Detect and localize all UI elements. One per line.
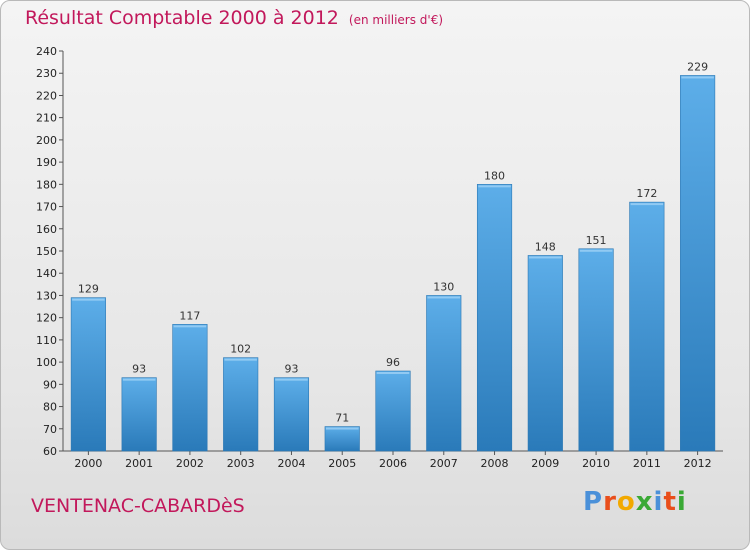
chart-title-text: Résultat Comptable 2000 à 2012 [25, 7, 339, 29]
y-tick-label: 170 [36, 201, 57, 214]
y-tick-label: 100 [36, 356, 57, 369]
logo-letter: i [676, 487, 687, 517]
bar-highlight [427, 296, 461, 299]
logo-letter: t [663, 487, 677, 517]
bar-2006 [375, 370, 411, 452]
y-tick-label: 210 [36, 112, 57, 125]
bar-highlight [376, 372, 410, 374]
bar-highlight [630, 203, 664, 206]
bar-highlight [224, 358, 257, 361]
y-tick-label: 200 [36, 134, 57, 147]
logo-letter: i [653, 487, 664, 517]
value-label-2001: 93 [132, 363, 146, 376]
bar-2010 [578, 248, 614, 452]
bar-2009 [527, 255, 563, 452]
y-tick-label: 230 [36, 67, 57, 80]
x-tick-label-2011: 2011 [633, 457, 661, 470]
bar-highlight [275, 378, 308, 381]
value-label-2006: 96 [386, 356, 400, 369]
y-tick-label: 190 [36, 156, 57, 169]
bar-2000 [70, 297, 106, 452]
bar-2012 [680, 75, 716, 452]
value-label-2012: 229 [687, 60, 708, 73]
bar-2008 [476, 184, 513, 452]
bar-highlight [72, 298, 105, 301]
value-label-2007: 130 [433, 280, 454, 293]
commune-name: VENTENAC-CABARDèS [31, 495, 245, 517]
x-tick-label-2006: 2006 [379, 457, 407, 470]
x-tick-label-2004: 2004 [277, 457, 305, 470]
bar-2005 [324, 426, 360, 452]
proxiti-logo: Proxiti [583, 487, 687, 517]
x-tick-label-2012: 2012 [684, 457, 712, 470]
y-tick-label: 140 [36, 267, 57, 280]
x-tick-label-2009: 2009 [531, 457, 559, 470]
bar-highlight [579, 249, 613, 252]
y-tick-label: 110 [36, 334, 57, 347]
x-tick-label-2005: 2005 [328, 457, 356, 470]
bar-2004 [273, 377, 310, 452]
y-tick-label: 80 [43, 401, 57, 414]
bar-highlight [529, 256, 562, 259]
y-tick-label: 60 [43, 445, 57, 458]
bar-2007 [426, 295, 462, 452]
y-tick-label: 120 [36, 312, 57, 325]
y-tick-label: 150 [36, 245, 57, 258]
value-label-2005: 71 [335, 412, 349, 425]
bar-highlight [478, 185, 511, 188]
y-tick-label: 160 [36, 223, 57, 236]
logo-letter: r [603, 487, 617, 517]
bar-highlight [122, 378, 156, 381]
bars [70, 75, 716, 452]
logo-letter: x [635, 487, 654, 517]
y-tick-label: 70 [43, 423, 57, 436]
bar-highlight [681, 76, 714, 79]
value-label-2010: 151 [586, 234, 607, 247]
bar-2011 [629, 201, 665, 452]
bar-2003 [223, 357, 259, 452]
value-label-2008: 180 [484, 169, 505, 182]
value-label-2000: 129 [78, 283, 99, 296]
x-tick-label-2008: 2008 [481, 457, 509, 470]
value-label-2003: 102 [230, 343, 251, 356]
y-tick-label: 220 [36, 89, 57, 102]
y-tick-label: 130 [36, 289, 57, 302]
x-tick-label-2000: 2000 [74, 457, 102, 470]
bar-highlight [173, 325, 207, 328]
x-tick-label-2007: 2007 [430, 457, 458, 470]
chart-title: Résultat Comptable 2000 à 2012 (en millie… [25, 7, 443, 29]
logo-letter: o [616, 487, 636, 517]
bar-2001 [121, 377, 157, 452]
y-tick-label: 180 [36, 178, 57, 191]
x-tick-label-2003: 2003 [227, 457, 255, 470]
bar-highlight [325, 427, 359, 430]
value-label-2002: 117 [179, 309, 200, 322]
chart-subtitle: (en milliers d'€) [348, 13, 444, 27]
x-tick-label-2001: 2001 [125, 457, 153, 470]
x-tick-label-2010: 2010 [582, 457, 610, 470]
y-tick-label: 90 [43, 378, 57, 391]
value-labels: 129 93 117 102 93 71 96 130 180 148 151 172 229 [78, 60, 708, 424]
x-tick-label-2002: 2002 [176, 457, 204, 470]
bar-2002 [172, 324, 208, 452]
logo-letter: P [583, 487, 604, 517]
value-label-2009: 148 [535, 240, 556, 253]
value-label-2004: 93 [284, 363, 298, 376]
y-tick-label: 240 [36, 45, 57, 58]
value-label-2011: 172 [636, 187, 657, 200]
